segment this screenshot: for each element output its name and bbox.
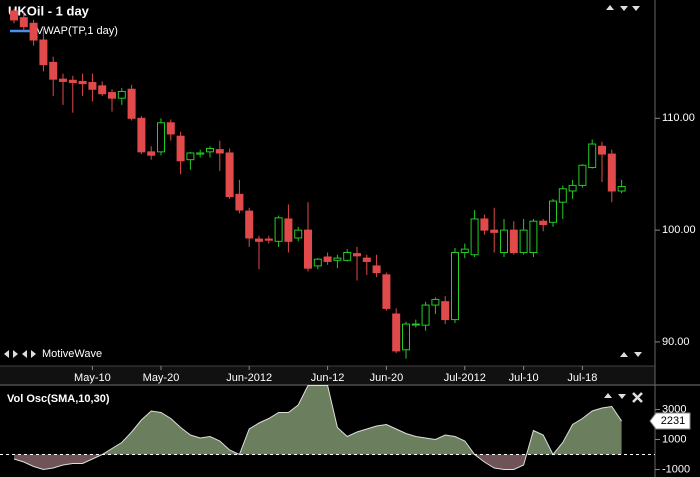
- candle-body: [186, 152, 195, 161]
- x-tick-label: Jun-12: [311, 372, 345, 384]
- candle-body: [598, 145, 606, 155]
- candle-body: [607, 153, 616, 192]
- candle-body: [137, 117, 146, 153]
- y2-tick-label: 1000: [662, 433, 686, 445]
- y-tick-label: 110.00: [662, 112, 695, 124]
- candle-body: [313, 258, 322, 267]
- candle-body: [215, 149, 224, 154]
- candle-body: [480, 218, 489, 231]
- candle-body: [588, 143, 597, 169]
- candle-body: [59, 78, 67, 82]
- chart-title: UKOil - 1 day: [8, 3, 90, 18]
- candle-body: [539, 220, 548, 226]
- candle-body: [372, 265, 381, 274]
- candle-body: [441, 301, 450, 321]
- legend-label: VWAP(TP,1 day): [36, 25, 118, 37]
- y-tick-label: 100.00: [662, 224, 696, 236]
- candle-body: [323, 256, 332, 262]
- x-tick-label: Jul-10: [509, 372, 539, 384]
- candle-body: [333, 257, 342, 261]
- x-axis-strip: [0, 366, 655, 384]
- x-tick-label: Jul-2012: [444, 372, 486, 384]
- candle-body: [519, 229, 528, 253]
- candle-body: [568, 184, 577, 192]
- candle-body: [284, 218, 293, 242]
- candle-body: [529, 220, 538, 253]
- candle-body: [460, 248, 469, 253]
- candle-body: [225, 152, 234, 198]
- candle-body: [98, 85, 107, 95]
- candle-body: [451, 251, 459, 321]
- candle-body: [235, 193, 244, 211]
- candle-body: [206, 148, 214, 153]
- candle-body: [117, 90, 126, 99]
- candle-body: [127, 88, 136, 119]
- candle-body: [470, 218, 479, 256]
- candle-body: [166, 122, 175, 135]
- candle-body: [274, 217, 283, 242]
- candle-body: [500, 229, 508, 253]
- x-tick-label: May-10: [74, 372, 111, 384]
- x-tick-label: Jul-18: [567, 372, 597, 384]
- candle-body: [411, 323, 420, 326]
- y2-tick-label: -1000: [662, 463, 690, 475]
- candle-body: [343, 251, 352, 261]
- candle-body: [264, 238, 273, 241]
- candle-body: [509, 229, 518, 253]
- value-box: [649, 412, 691, 430]
- candle-body: [108, 92, 116, 99]
- watermark: MotiveWave: [42, 348, 102, 360]
- osc-title: Vol Osc(SMA,10,30): [7, 393, 110, 405]
- candle-body: [294, 229, 303, 239]
- candle-body: [78, 80, 87, 85]
- candle-body: [578, 164, 587, 186]
- candle-body: [421, 304, 430, 326]
- candle-body: [617, 186, 626, 192]
- candle-body: [68, 79, 77, 84]
- y2-tick-label: 3000: [662, 403, 686, 415]
- candle-body: [549, 200, 557, 223]
- candle-body: [362, 257, 371, 262]
- candle-body: [157, 122, 165, 153]
- candle-body: [19, 17, 28, 28]
- candle-body: [196, 152, 205, 155]
- candle-body: [39, 39, 48, 66]
- candle-body: [147, 151, 156, 156]
- candle-body: [304, 229, 312, 269]
- candle-body: [176, 135, 185, 162]
- candle-body: [10, 10, 18, 21]
- candle-body: [382, 274, 391, 309]
- candle-body: [392, 313, 401, 352]
- osc-line: [13, 385, 623, 471]
- candle-body: [88, 82, 97, 90]
- candle-body: [245, 210, 254, 239]
- value-label: 2231: [661, 415, 685, 427]
- candle-body: [402, 323, 410, 351]
- candle-body: [431, 298, 440, 306]
- nav-icons[interactable]: [4, 5, 643, 403]
- candle-body: [353, 253, 361, 257]
- candle-body: [558, 188, 567, 203]
- candle-body: [255, 238, 263, 242]
- y-tick-label: 90.00: [662, 336, 690, 348]
- x-tick-label: Jun-2012: [226, 372, 272, 384]
- candle-body: [29, 22, 38, 41]
- candle-body: [490, 229, 499, 233]
- x-tick-label: May-20: [143, 372, 180, 384]
- candle-body: [49, 61, 58, 80]
- x-tick-label: Jun-20: [370, 372, 404, 384]
